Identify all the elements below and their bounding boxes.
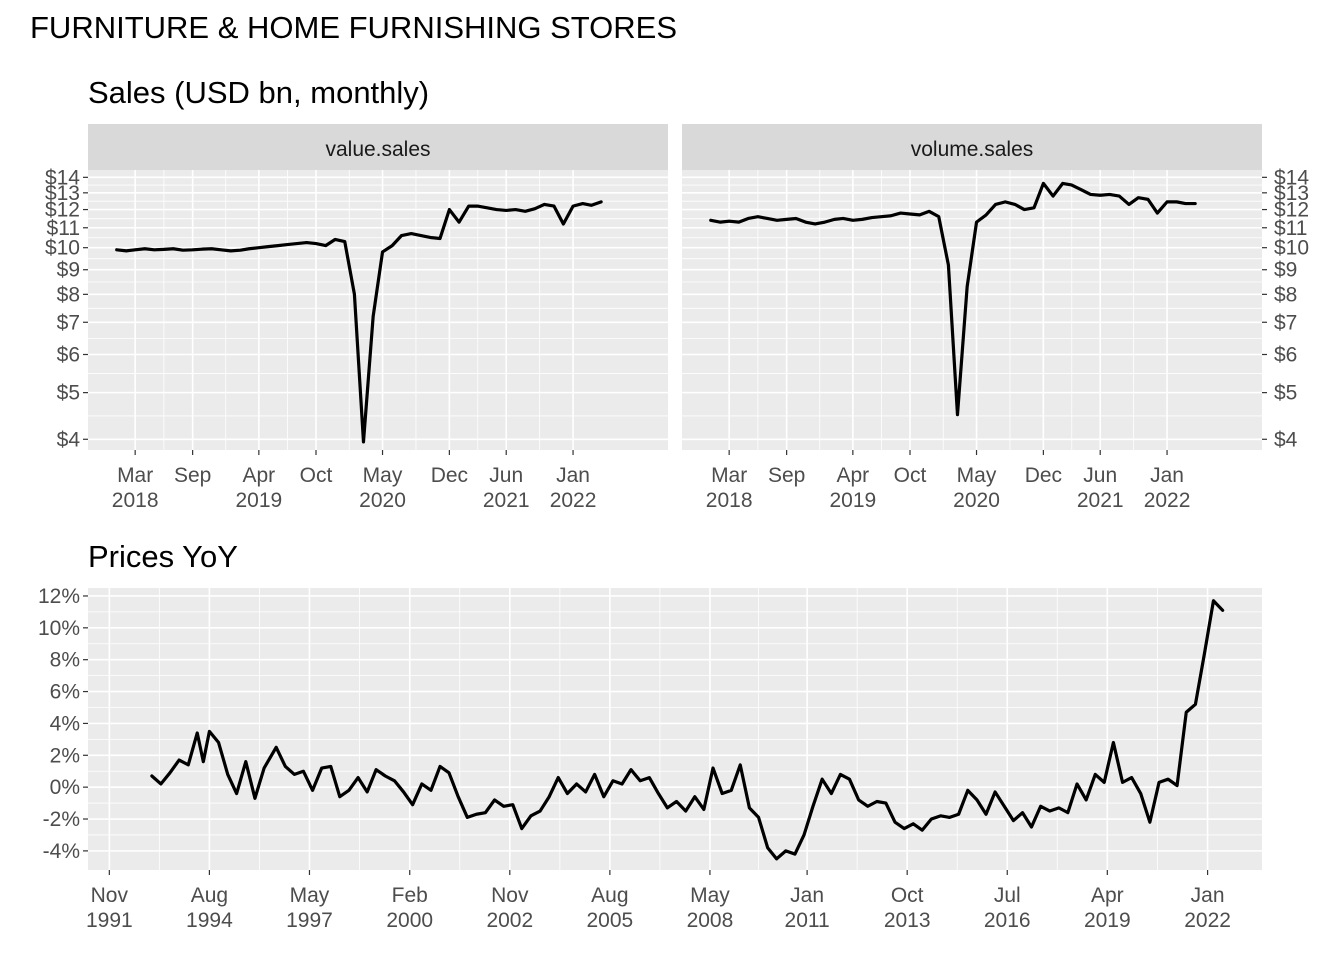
volume-sales-x-tick-label: Dec: [1025, 464, 1062, 487]
volume-sales-x-tick-label: Jan: [1150, 464, 1184, 487]
prices-yoy-x-tick-label-year: 2000: [386, 909, 433, 932]
prices-yoy-x-tick-label-year: 2005: [587, 909, 634, 932]
prices-yoy-y-tick-label: 2%: [50, 744, 80, 767]
panel-value-sales: [88, 170, 668, 450]
volume-sales-x-tick-label: May: [957, 464, 997, 487]
prices-yoy-y-tick-label: 8%: [50, 649, 80, 672]
facet-label-volume-sales: volume.sales: [911, 138, 1034, 161]
prices-yoy-y-tick-label: -4%: [43, 840, 80, 863]
prices-yoy-x-tick-label-year: 1994: [186, 909, 233, 932]
volume-sales-y-tick-label-right: $5: [1274, 382, 1297, 405]
facet-label-value-sales: value.sales: [325, 138, 430, 161]
value-sales-y-tick-label: $13: [45, 182, 80, 205]
prices-yoy-x-tick-label: Jul: [994, 884, 1021, 907]
prices-yoy-x-tick-label: May: [690, 884, 730, 907]
value-sales-y-tick-label: $4: [57, 428, 81, 451]
value-sales-y-tick-label: $14: [45, 166, 80, 189]
value-sales-y-tick-label: $10: [45, 237, 80, 260]
value-sales-y-tick-label: $12: [45, 199, 80, 222]
prices-yoy-y-tick-label: -2%: [43, 808, 80, 831]
volume-sales-series-line: [709, 181, 1197, 417]
volume-sales-x-tick-label: Apr: [837, 464, 870, 487]
volume-sales-x-tick-label-year: 2021: [1077, 489, 1124, 512]
panel-prices-yoy: [88, 588, 1262, 870]
value-sales-series-line: [115, 200, 603, 444]
value-sales-x-tick-label-year: 2020: [359, 489, 406, 512]
value-sales-y-tick-label: $6: [57, 343, 80, 366]
prices-yoy-x-tick-label-year: 2016: [984, 909, 1031, 932]
prices-yoy-grid: -4%-2%0%2%4%6%8%10%12%Nov1991Aug1994May1…: [38, 585, 1262, 932]
volume-sales-y-tick-label-right: $8: [1274, 283, 1297, 306]
prices-yoy-x-tick-label: Jan: [790, 884, 824, 907]
value-sales-x-tick-label: Dec: [431, 464, 468, 487]
prices-yoy-x-tick-label-year: 2013: [884, 909, 931, 932]
prices-yoy-y-tick-label: 0%: [50, 776, 80, 799]
volume-sales-y-tick-label-right: $4: [1274, 428, 1298, 451]
prices-yoy-y-tick-label: 6%: [50, 681, 80, 704]
volume-sales-x-tick-label: Jun: [1083, 464, 1117, 487]
volume-sales-x-tick-label-year: 2018: [706, 489, 753, 512]
volume-sales-x-tick-label: Sep: [768, 464, 805, 487]
volume-sales-x-tick-label-year: 2019: [829, 489, 876, 512]
prices-yoy-x-tick-label: Feb: [392, 884, 428, 907]
value-sales-x-tick-label: Jun: [489, 464, 523, 487]
prices-yoy-x-tick-label: Nov: [91, 884, 129, 907]
volume-sales-y-tick-label-right: $14: [1274, 166, 1309, 189]
prices-yoy-x-tick-label: Aug: [191, 884, 228, 907]
value-sales-x-tick-label: Mar: [117, 464, 153, 487]
prices-yoy-x-tick-label-year: 2019: [1084, 909, 1131, 932]
value-sales-y-tick-label: $7: [57, 311, 80, 334]
prices-yoy-x-tick-label: Apr: [1091, 884, 1124, 907]
value-sales-x-tick-label: Apr: [243, 464, 276, 487]
volume-sales-y-tick-label-right: $12: [1274, 199, 1309, 222]
prices-yoy-y-tick-label: 4%: [50, 712, 80, 735]
volume-sales-x-tick-label: Oct: [894, 464, 927, 487]
prices-chart-title: Prices YoY: [88, 539, 238, 574]
prices-yoy-y-tick-label: 12%: [38, 585, 80, 608]
volume-sales-y-tick-label-right: $6: [1274, 343, 1297, 366]
value-sales-x-tick-label: Jan: [556, 464, 590, 487]
main-title: FURNITURE & HOME FURNISHING STORES: [30, 10, 678, 45]
value-sales-x-tick-label: Oct: [300, 464, 333, 487]
value-sales-x-tick-label-year: 2021: [483, 489, 530, 512]
value-sales-x-tick-label-year: 2019: [235, 489, 282, 512]
prices-yoy-x-tick-label: Nov: [491, 884, 529, 907]
prices-yoy-x-tick-label-year: 2011: [785, 909, 830, 932]
panel-volume-sales: [682, 170, 1262, 450]
prices-yoy-x-tick-label: Oct: [891, 884, 924, 907]
prices-yoy-x-tick-label: Aug: [591, 884, 628, 907]
volume-sales-y-tick-label-right: $7: [1274, 311, 1297, 334]
value-sales-x-tick-label: May: [363, 464, 403, 487]
sales-chart-title: Sales (USD bn, monthly): [88, 75, 429, 110]
value-sales-x-tick-label-year: 2022: [550, 489, 597, 512]
volume-sales-y-tick-label-right: $11: [1274, 217, 1307, 240]
prices-yoy-x-tick-label-year: 2002: [486, 909, 533, 932]
prices-yoy-x-tick-label-year: 2008: [687, 909, 734, 932]
value-sales-y-tick-label: $9: [57, 259, 80, 282]
prices-yoy-y-tick-label: 10%: [38, 617, 80, 640]
value-sales-y-tick-label: $8: [57, 283, 80, 306]
volume-sales-y-tick-label-right: $9: [1274, 259, 1297, 282]
value-sales-y-tick-label: $11: [47, 217, 80, 240]
facet-strip-value-sales: [88, 124, 668, 170]
prices-yoy-x-tick-label-year: 1997: [286, 909, 333, 932]
prices-yoy-x-tick-label: Jan: [1191, 884, 1225, 907]
volume-sales-x-tick-label-year: 2022: [1144, 489, 1191, 512]
volume-sales-x-tick-label: Mar: [711, 464, 747, 487]
value-sales-x-tick-label-year: 2018: [112, 489, 159, 512]
volume-sales-y-tick-label-right: $13: [1274, 182, 1309, 205]
prices-yoy-x-tick-label-year: 2022: [1184, 909, 1231, 932]
value-sales-x-tick-label: Sep: [174, 464, 211, 487]
volume-sales-x-tick-label-year: 2020: [953, 489, 1000, 512]
prices-yoy-series-line: [150, 599, 1225, 861]
prices-yoy-x-tick-label: May: [290, 884, 330, 907]
volume-sales-y-tick-label-right: $10: [1274, 237, 1309, 260]
prices-yoy-x-tick-label-year: 1991: [86, 909, 133, 932]
facet-strip-volume-sales: [682, 124, 1262, 170]
value-sales-y-tick-label: $5: [57, 382, 80, 405]
